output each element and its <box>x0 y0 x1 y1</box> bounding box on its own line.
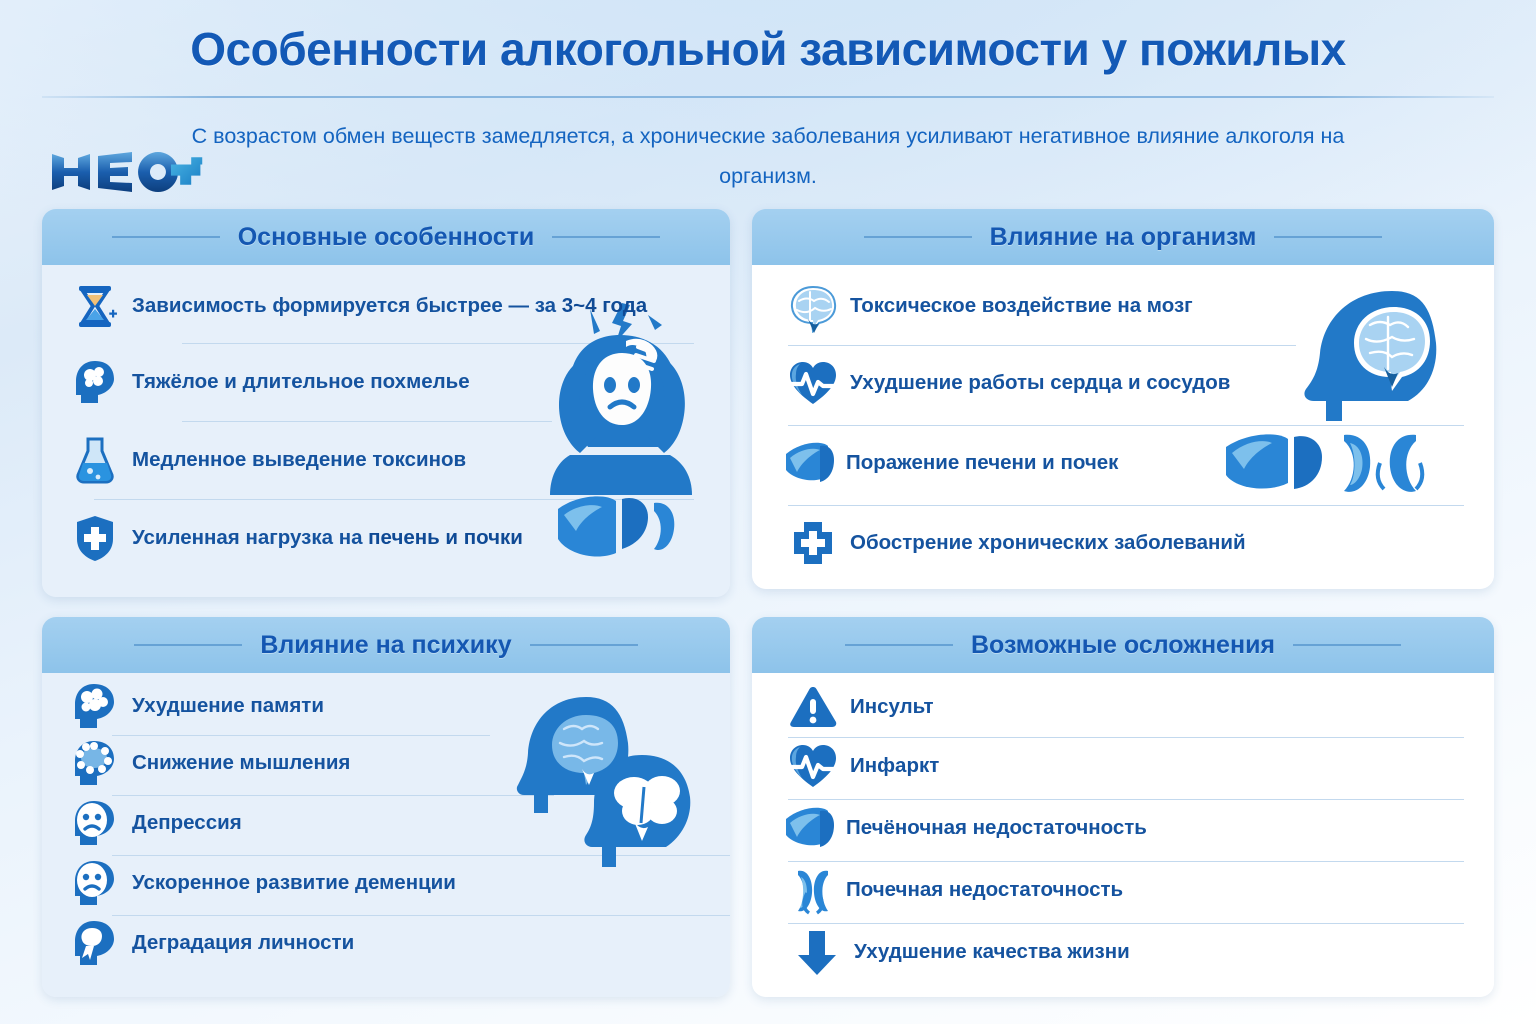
liver-kidneys-illustration <box>1226 434 1425 492</box>
header-rule-right <box>1293 644 1402 646</box>
row-divider <box>112 795 554 796</box>
header-rule-right <box>552 236 661 238</box>
list-item-label: Депрессия <box>132 811 242 834</box>
card-header: Основные особенности <box>42 209 730 265</box>
medical-cross-icon <box>786 516 840 570</box>
list-item-label: Ускоренное развитие деменции <box>132 871 456 894</box>
header-rule-left <box>863 236 972 238</box>
head-degradation-icon <box>68 916 122 970</box>
head-hangover-icon <box>68 355 122 409</box>
list-item[interactable]: Зависимость формируется быстрее — за 3~4… <box>42 265 730 343</box>
list-item-label: Токсическое воздействие на мозг <box>850 294 1193 317</box>
list-item[interactable]: Инфаркт <box>752 735 1494 797</box>
list-item-label: Инсульт <box>850 695 934 718</box>
row-divider <box>112 855 730 856</box>
list-item-label: Тяжёлое и длительное похмелье <box>132 370 470 393</box>
card-title: Возможные осложнения <box>970 630 1276 659</box>
list-item[interactable]: Инсульт <box>752 673 1494 735</box>
shield-cross-icon <box>68 511 122 565</box>
list-item[interactable]: Поражение печени и почек <box>752 423 1494 503</box>
list-item-label: Ухудшение памяти <box>132 694 324 717</box>
heart-pulse-icon <box>786 356 840 410</box>
list-item[interactable]: Ухудшение памяти <box>42 673 730 733</box>
card-body: Ухудшение памяти Снижение мышлени <box>42 673 730 997</box>
hourglass-icon <box>68 279 122 333</box>
card-vozmozhnye-oslozhneniya: Возможные осложнения Инсульт <box>752 617 1494 997</box>
list-item-label: Поражение печени и почек <box>846 451 1119 474</box>
card-header: Влияние на психику <box>42 617 730 673</box>
head-dementia-icon <box>68 856 122 910</box>
list-item[interactable]: Снижение мышления <box>42 733 730 793</box>
list-item[interactable]: Почечная недостаточность <box>752 859 1494 921</box>
list-item-label: Почечная недостаточность <box>846 878 1124 901</box>
list-item-label: Усиленная нагрузка на печень и почки <box>132 526 523 549</box>
header-rule-left <box>844 644 953 646</box>
page-title: Особенности алкогольной зависимости у по… <box>190 23 1346 75</box>
head-sad-face-icon <box>68 796 122 850</box>
header-rule-right <box>1274 236 1383 238</box>
card-body: Токсическое воздействие на мозг Ухудшени… <box>752 265 1494 589</box>
kidneys-icon <box>782 863 836 917</box>
row-divider <box>788 425 1464 426</box>
heart-pulse-icon <box>786 739 840 793</box>
list-item[interactable]: Ускоренное развитие деменции <box>42 853 730 913</box>
brain-icon <box>786 279 840 333</box>
row-divider <box>788 799 1464 800</box>
row-divider <box>788 505 1464 506</box>
liver-icon <box>782 436 836 490</box>
list-item-label: Снижение мышления <box>132 751 351 774</box>
row-divider <box>94 499 694 500</box>
row-divider <box>182 421 552 422</box>
row-divider <box>788 861 1464 862</box>
list-item-label: Инфаркт <box>850 754 940 777</box>
card-vliyanie-na-organizm: Влияние на организм <box>752 209 1494 589</box>
list-item[interactable]: Усиленная нагрузка на печень и почки <box>42 499 730 577</box>
flask-icon <box>68 433 122 487</box>
card-title: Влияние на организм <box>989 222 1257 251</box>
row-divider <box>788 345 1296 346</box>
row-divider <box>182 343 694 344</box>
head-memory-icon <box>68 679 122 733</box>
list-item[interactable]: Медленное выведение токсинов <box>42 421 730 499</box>
list-item[interactable]: Ухудшение работы сердца и сосудов <box>752 343 1494 423</box>
row-divider <box>112 915 730 916</box>
row-divider <box>788 923 1464 924</box>
title-divider <box>42 96 1494 98</box>
header-rule-left <box>111 236 220 238</box>
list-item-label: Обострение хронических заболеваний <box>850 531 1246 554</box>
list-item-label: Медленное выведение токсинов <box>132 448 467 471</box>
head-thinking-icon <box>68 736 122 790</box>
header-rule-right <box>529 644 638 646</box>
list-item[interactable]: Обострение хронических заболеваний <box>752 503 1494 583</box>
list-item-label: Печёночная недостаточность <box>846 816 1147 839</box>
card-title: Основные особенности <box>237 222 535 251</box>
list-item-label: Зависимость формируется быстрее — за 3~4… <box>132 294 648 317</box>
card-header: Влияние на организм <box>752 209 1494 265</box>
list-item-label: Ухудшение работы сердца и сосудов <box>850 371 1231 394</box>
card-body: Зависимость формируется быстрее — за 3~4… <box>42 265 730 597</box>
card-body: Инсульт Инфаркт <box>752 673 1494 997</box>
list-item[interactable]: Депрессия <box>42 793 730 853</box>
list-item[interactable]: Ухудшение качества жизни <box>752 921 1494 983</box>
card-header: Возможные осложнения <box>752 617 1494 673</box>
list-item-label: Деградация личности <box>132 931 355 954</box>
down-arrow-icon <box>790 925 844 979</box>
list-item[interactable]: Деградация личности <box>42 913 730 973</box>
row-divider <box>788 737 1464 738</box>
card-title: Влияние на психику <box>260 630 512 659</box>
list-item[interactable]: Печёночная недостаточность <box>752 797 1494 859</box>
card-osnovnye-osobennosti: Основные особенности <box>42 209 730 597</box>
warning-triangle-icon <box>786 680 840 734</box>
liver-icon <box>782 801 836 855</box>
list-item[interactable]: Токсическое воздействие на мозг <box>752 265 1494 343</box>
page-subtitle: С возрастом обмен веществ замедляется, а… <box>191 124 1345 188</box>
row-divider <box>112 735 490 736</box>
list-item-label: Ухудшение качества жизни <box>854 940 1130 963</box>
card-vliyanie-na-psihiku: Влияние на психику <box>42 617 730 997</box>
brand-logo <box>48 148 208 196</box>
header-rule-left <box>134 644 243 646</box>
list-item[interactable]: Тяжёлое и длительное похмелье <box>42 343 730 421</box>
